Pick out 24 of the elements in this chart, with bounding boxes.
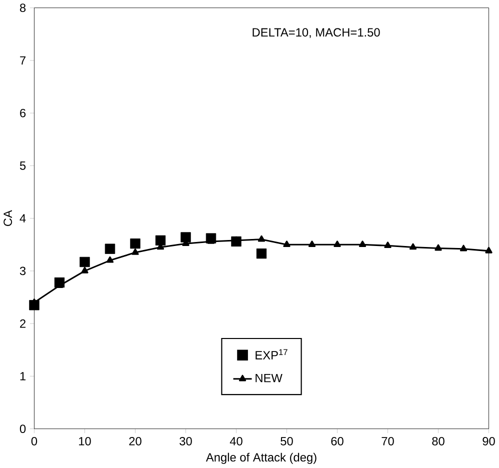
y-tick-label: 4 [20,214,26,223]
x-tick-label: 0 [31,437,38,446]
x-tick-label: 40 [230,437,242,446]
x-tick-label: 20 [129,437,142,446]
y-tick-label: 1 [20,372,26,381]
x-tick-label: 80 [432,437,444,446]
x-tick-label: 70 [382,437,394,446]
y-tick-label: 6 [20,109,26,118]
y-tick-label: 3 [20,266,26,276]
x-axis-title: Angle of Attack (deg) [206,453,316,464]
x-tick-label: 50 [280,437,293,446]
y-axis-title: CA [4,210,12,226]
y-tick-label: 8 [20,4,26,12]
legend-label: NEW [256,374,282,382]
x-tick-label: 90 [482,437,495,446]
x-tick-label: 30 [180,437,192,446]
y-tick-label: 7 [20,56,26,65]
x-tick-label: 60 [331,437,344,446]
y-tick-label: 5 [20,162,26,170]
x-tick-label: 10 [79,437,91,446]
annotation: DELTA=10, MACH=1.50 [252,28,380,38]
y-tick-label: 0 [20,424,26,434]
y-tick-label: 2 [20,320,26,328]
legend-label: EXP$^{17}$ [256,350,288,360]
